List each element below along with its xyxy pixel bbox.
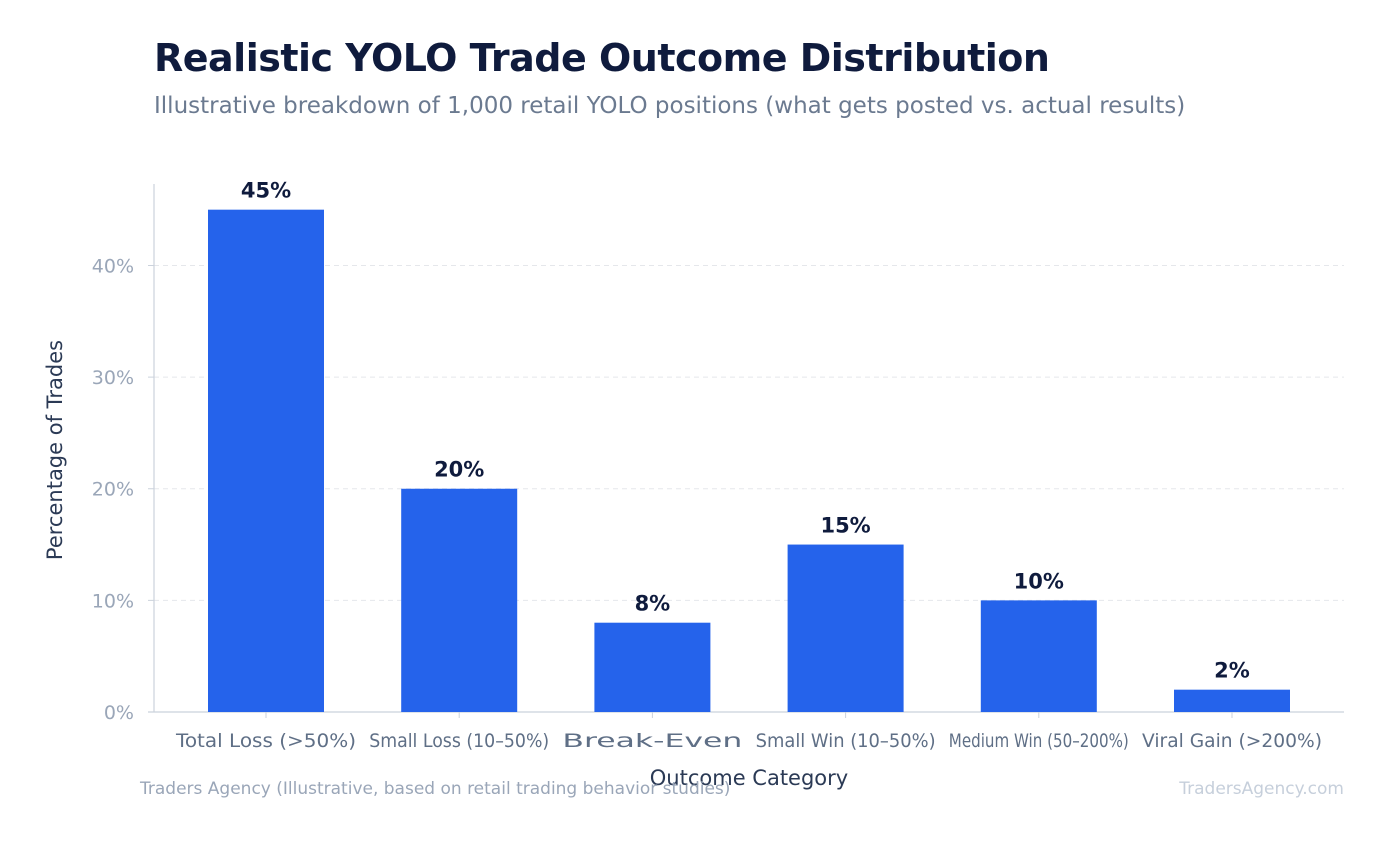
data-label: 8%	[635, 592, 671, 616]
chart-subtitle: Illustrative breakdown of 1,000 retail Y…	[154, 93, 1186, 119]
bar	[594, 622, 711, 712]
data-label: 20%	[434, 458, 484, 482]
y-tick-label: 40%	[92, 255, 134, 277]
x-axis-title: Outcome Category	[650, 766, 848, 790]
x-tick-label: Small Win (10–50%)	[756, 730, 936, 752]
bar	[1174, 689, 1290, 712]
data-label: 2%	[1214, 659, 1250, 683]
chart-title: Realistic YOLO Trade Outcome Distributio…	[154, 36, 1050, 80]
x-tick-label: Small Loss (10–50%)	[369, 730, 549, 752]
x-tick-label: Viral Gain (>200%)	[1142, 730, 1322, 752]
data-label: 45%	[241, 179, 291, 203]
y-tick-label: 30%	[92, 367, 134, 389]
y-axis-title: Percentage of Trades	[43, 340, 67, 560]
y-tick-label: 20%	[92, 479, 134, 501]
x-tick-label: Break-Even	[562, 730, 742, 752]
data-label: 10%	[1014, 569, 1064, 593]
x-tick-label: Medium Win (50–200%)	[949, 730, 1129, 752]
data-label: 15%	[820, 514, 870, 538]
y-tick-label: 0%	[104, 702, 134, 724]
bar	[401, 488, 518, 712]
bar	[980, 600, 1097, 712]
brand-watermark: TradersAgency.com	[1179, 779, 1344, 799]
x-tick-label: Total Loss (>50%)	[175, 730, 356, 752]
bar	[787, 544, 904, 712]
y-tick-label: 10%	[92, 590, 134, 612]
bar	[208, 209, 324, 712]
source-note: Traders Agency (Illustrative, based on r…	[140, 779, 731, 799]
